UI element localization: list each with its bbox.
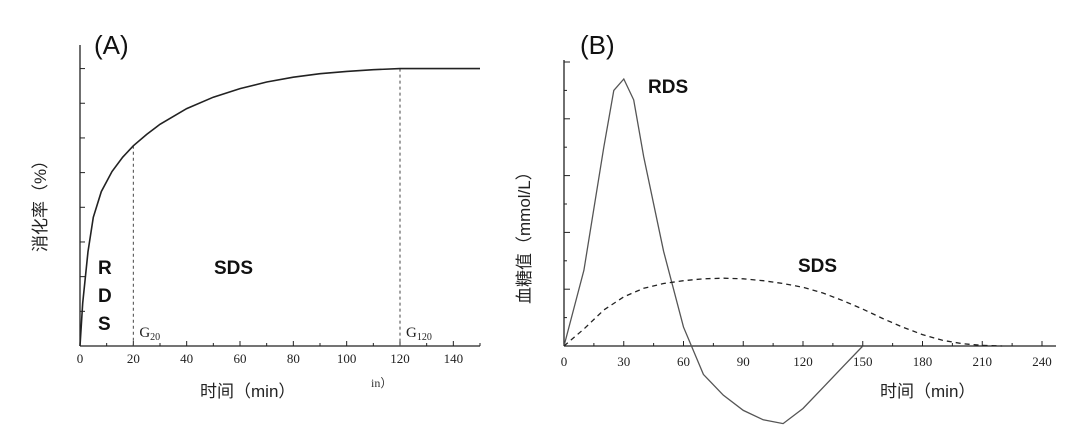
panel-b-x-tick-label: 60 [677,354,690,369]
panel-a-x-tick-label: 80 [287,351,300,366]
panel-a-region-sds: SDS [214,258,253,279]
panel-b-y-ticks [564,61,570,319]
panel-b-x-tick-label: 120 [793,354,813,369]
panel-b-series-label-rds: RDS [648,77,688,98]
panel-b-x-tick-label: 210 [973,354,993,369]
panel-a-x-tick-label: 40 [180,351,193,366]
panel-a-x-tick-label: 100 [337,351,357,366]
panel-a-x-tick-label: 60 [234,351,247,366]
panel-b-series-label-sds: SDS [798,256,837,277]
panel-b-x-tick-label: 30 [617,354,630,369]
panel-b-x-tick-label: 90 [737,354,750,369]
panel-a-x-tick-label: 20 [127,351,140,366]
panel-b-sds-curve [563,277,1003,347]
panel-b-y-axis-title: 血糖值（mmol/L） [515,163,534,304]
panel-a: (A) 0 20 40 60 80 100 120 140 G20 G120 R D S SDS… [31,30,481,401]
panel-a-y-axis-title: 消化率（%） [31,152,50,252]
panel-a-label: (A) [94,30,129,60]
panel-a-marker-label: G20 [139,325,160,343]
panel-b-label: (B) [580,30,615,60]
panel-a-x-tick-label: 0 [77,351,84,366]
panel-a-x-tick-label: 140 [444,351,464,366]
panel-a-x-ticks: 0 20 40 60 80 100 120 140 [77,341,481,366]
panel-b-x-tick-label: 0 [561,354,568,369]
panel-b-rds-curve [563,77,864,425]
panel-b-x-ticks: 0 30 60 90 120 150 180 210 240 [561,341,1052,369]
panel-a-marker-label: G120 [406,325,432,343]
panel-a-stray-text: in） [371,376,392,390]
panel-a-markers: G20 G120 [132,68,432,346]
panel-a-x-tick-label: 120 [390,351,410,366]
panel-a-region-rds-r: R [98,258,112,279]
panel-a-y-ticks [80,68,85,312]
panel-a-region-rds-s: S [98,314,111,335]
panel-b-x-axis-title: 时间（min） [880,382,975,401]
panel-a-digestion-curve [79,67,480,347]
panel-a-region-rds-d: D [98,286,112,307]
panel-a-x-axis-title: 时间（min） [200,382,295,401]
panel-b-x-tick-label: 150 [853,354,873,369]
panel-b-x-tick-label: 180 [913,354,933,369]
panel-b-x-tick-label: 240 [1032,354,1052,369]
panel-b: (B) 0 30 60 90 120 150 180 210 240 RDS SDS 血糖值（m… [515,30,1056,425]
